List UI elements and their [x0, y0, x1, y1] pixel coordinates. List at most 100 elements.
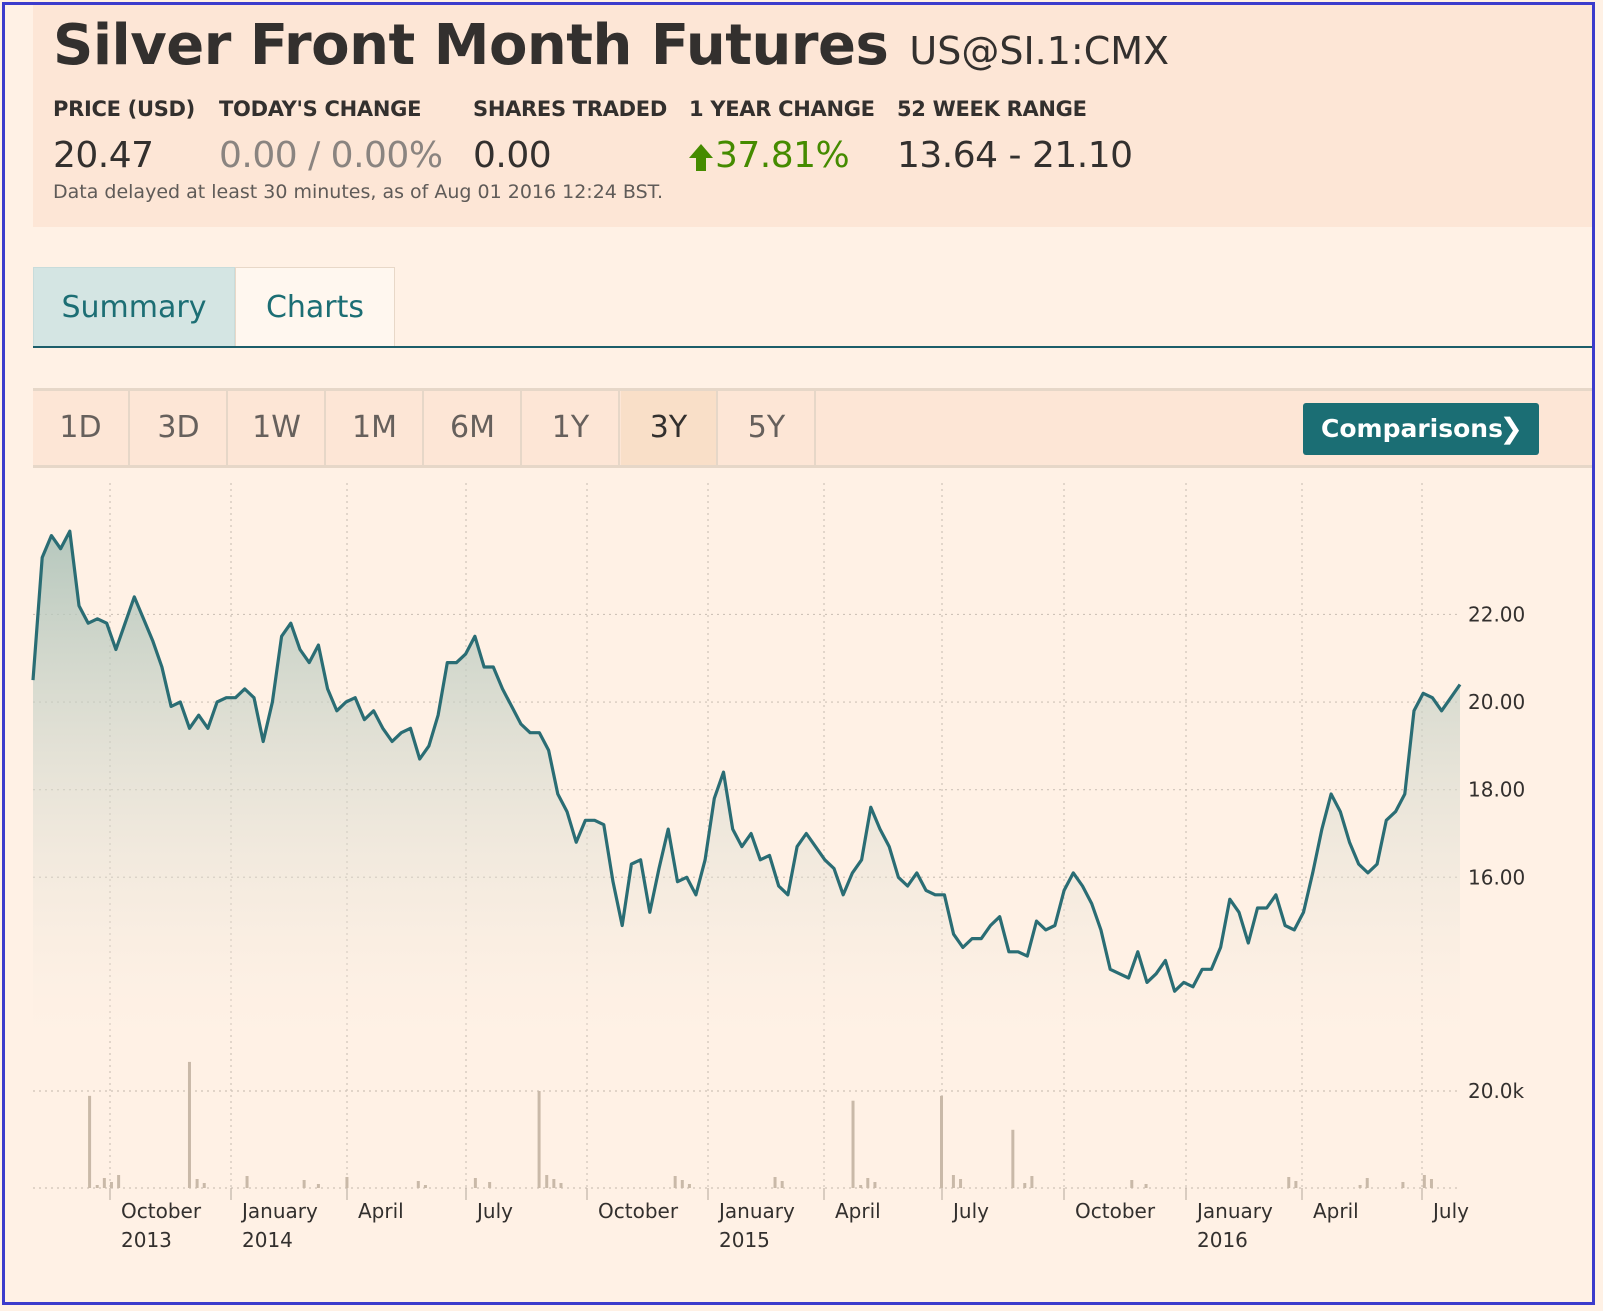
title-line: Silver Front Month Futures US@SI.1:CMX	[53, 13, 1169, 78]
stat-value: 0.00 / 0.00%	[219, 135, 443, 176]
quote-header: Silver Front Month Futures US@SI.1:CMX P…	[33, 5, 1592, 227]
x-tick-label: April	[1313, 1199, 1359, 1223]
volume-bar	[673, 1176, 677, 1188]
volume-bar	[959, 1179, 963, 1188]
y-tick-label: 22.00	[1468, 602, 1525, 626]
data-delay-note: Data delayed at least 30 minutes, as of …	[53, 181, 664, 203]
period-3y-button[interactable]: 3Y	[621, 391, 718, 465]
volume-bar	[1011, 1129, 1015, 1188]
x-tick-label: October	[1075, 1199, 1156, 1223]
x-tick-year-label: 2013	[121, 1228, 172, 1252]
stat-label: SHARES TRADED	[473, 97, 667, 121]
stat-label: 52 WEEK RANGE	[897, 97, 1087, 121]
stat-todays-change: TODAY'S CHANGE 0.00 / 0.00%	[219, 97, 443, 176]
volume-bar	[559, 1183, 563, 1188]
volume-bar	[851, 1100, 855, 1188]
y-tick-label: 16.00	[1468, 865, 1525, 889]
x-tick-label: July	[475, 1199, 513, 1223]
volume-bar	[687, 1184, 691, 1188]
x-tick-year-label: 2014	[242, 1228, 293, 1252]
volume-bar	[1023, 1183, 1027, 1188]
x-tick-label: October	[121, 1199, 202, 1223]
stat-value-wrap: 37.81%	[689, 135, 875, 176]
x-tick-label: October	[598, 1199, 679, 1223]
volume-bar	[1294, 1181, 1298, 1188]
volume-bar	[866, 1178, 870, 1188]
volume-bar	[109, 1182, 113, 1188]
period-5y-button[interactable]: 5Y	[719, 391, 816, 465]
price-chart: 22.00 20.00 18.00 16.00 20.0k October 2013 Jan…	[31, 483, 1525, 1252]
x-axis-labels: October 2013 January 2014 April July October Ja…	[121, 1199, 1469, 1252]
period-6m-button[interactable]: 6M	[425, 391, 522, 465]
volume-bar	[873, 1182, 877, 1188]
price-line	[31, 529, 1462, 993]
volume-bar	[488, 1182, 492, 1188]
volume-bar	[102, 1178, 106, 1188]
ticker-symbol: US@SI.1:CMX	[909, 29, 1170, 73]
stat-52-week-range: 52 WEEK RANGE 13.64 - 21.10	[897, 97, 1133, 176]
tab-divider	[33, 346, 1592, 348]
stat-price: PRICE (USD) 20.47	[53, 97, 195, 176]
volume-bar	[1422, 1175, 1426, 1188]
volume-bar	[1144, 1184, 1148, 1188]
stat-value: 0.00	[473, 135, 552, 176]
x-tick-label: April	[835, 1199, 881, 1223]
volume-bar	[187, 1061, 191, 1188]
period-1m-button[interactable]: 1M	[327, 391, 424, 465]
volume-bar	[951, 1175, 955, 1188]
period-1y-button[interactable]: 1Y	[523, 391, 620, 465]
volume-bar	[780, 1181, 784, 1188]
volume-bar	[117, 1175, 121, 1188]
volume-bar	[95, 1185, 99, 1188]
tab-summary[interactable]: Summary	[33, 267, 235, 347]
tab-charts[interactable]: Charts	[235, 267, 395, 347]
volume-bar	[939, 1095, 943, 1188]
volume-bar	[1030, 1176, 1034, 1188]
stat-value: 20.47	[53, 135, 154, 176]
price-area	[33, 531, 1460, 1035]
x-tick-year-label: 2015	[719, 1228, 770, 1252]
x-tick-label: July	[951, 1199, 989, 1223]
x-tick-year-label: 2016	[1197, 1228, 1248, 1252]
volume-bar	[1130, 1180, 1134, 1188]
volume-bar	[545, 1175, 549, 1188]
volume-bar	[416, 1181, 420, 1188]
volume-bar	[773, 1177, 777, 1188]
stat-1-year-change: 1 YEAR CHANGE 37.81%	[689, 97, 875, 176]
volume-bar	[316, 1184, 320, 1188]
y-tick-label: 20.00	[1468, 690, 1525, 714]
volume-bar	[680, 1180, 684, 1188]
volume-bar	[202, 1183, 206, 1188]
period-1d-button[interactable]: 1D	[33, 391, 130, 465]
volume-bar	[245, 1176, 249, 1188]
period-1w-button[interactable]: 1W	[229, 391, 326, 465]
x-tick-label: January	[1195, 1199, 1273, 1223]
period-3d-button[interactable]: 3D	[131, 391, 228, 465]
stat-label: TODAY'S CHANGE	[219, 97, 422, 121]
x-tick-label: July	[1431, 1199, 1469, 1223]
page-title: Silver Front Month Futures	[53, 13, 889, 78]
stat-shares-traded: SHARES TRADED 0.00	[473, 97, 667, 176]
arrow-up-icon	[689, 144, 713, 171]
comparisons-button[interactable]: Comparisons ❯	[1303, 403, 1539, 455]
volume-bar	[195, 1179, 199, 1188]
volume-bar	[1429, 1179, 1433, 1188]
volume-bar	[1365, 1178, 1369, 1188]
volume-bar	[1287, 1177, 1291, 1188]
volume-bar	[473, 1178, 477, 1188]
volume-bar	[1401, 1182, 1405, 1188]
volume-bar	[302, 1180, 306, 1188]
volume-bars	[88, 1061, 1433, 1188]
stat-value: 13.64 - 21.10	[897, 135, 1133, 176]
x-tick-label: January	[717, 1199, 795, 1223]
chevron-right-icon: ❯	[1499, 412, 1523, 445]
volume-bar	[859, 1185, 863, 1188]
volume-tick-label: 20.0k	[1468, 1079, 1525, 1103]
volume-bar	[537, 1091, 541, 1188]
x-tick-label: April	[358, 1199, 404, 1223]
stat-label: 1 YEAR CHANGE	[689, 97, 875, 121]
x-tick-label: January	[240, 1199, 318, 1223]
stat-label: PRICE (USD)	[53, 97, 195, 121]
volume-bar	[345, 1177, 349, 1188]
